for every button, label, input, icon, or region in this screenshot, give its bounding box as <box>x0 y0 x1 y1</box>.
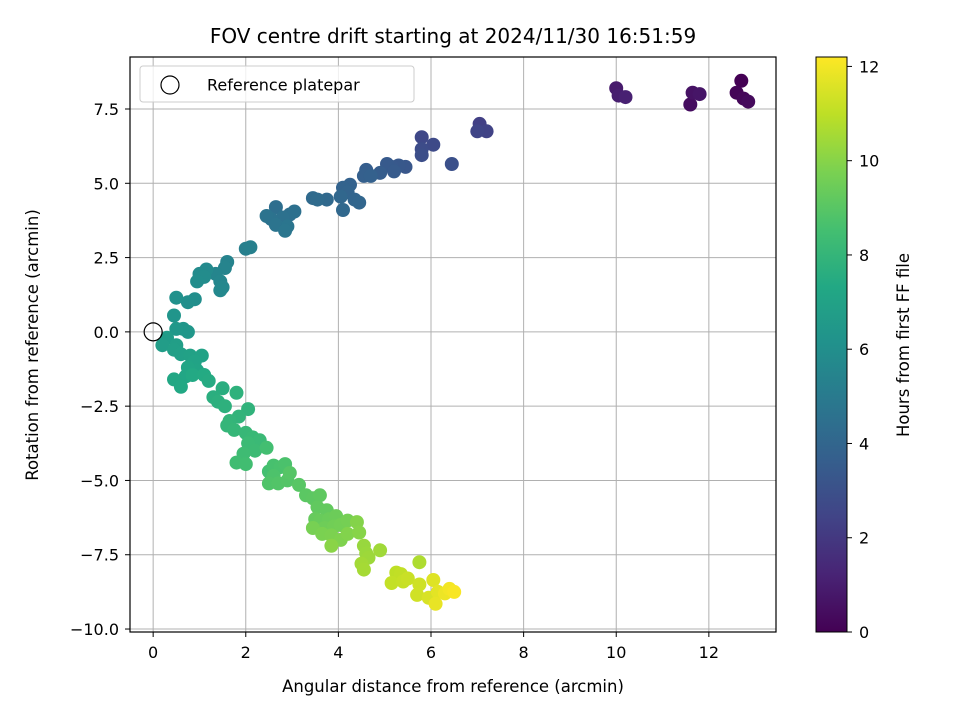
data-point <box>447 584 462 599</box>
data-point <box>217 399 232 414</box>
data-point <box>167 308 181 323</box>
data-point <box>683 97 698 112</box>
legend-entry-reference-platepar: Reference platepar <box>207 76 360 95</box>
y-tick-label: −2.5 <box>80 397 119 416</box>
y-tick-label: 2.5 <box>94 249 119 268</box>
data-point <box>287 204 302 219</box>
data-point <box>352 195 367 210</box>
x-tick-label: 2 <box>241 643 251 662</box>
data-point <box>618 90 633 105</box>
x-axis-label: Angular distance from reference (arcmin) <box>282 677 624 696</box>
data-point <box>278 223 293 238</box>
y-tick-label: 0.0 <box>94 323 119 342</box>
data-point <box>190 274 205 289</box>
data-points <box>155 73 756 611</box>
data-point <box>333 189 348 204</box>
data-point <box>426 573 441 587</box>
data-point <box>185 368 200 382</box>
data-point <box>428 596 443 611</box>
data-point <box>352 525 367 540</box>
data-point <box>259 209 274 223</box>
grid-lines <box>130 57 776 632</box>
data-point <box>215 381 230 396</box>
reference-point <box>143 322 163 342</box>
data-point <box>201 373 216 388</box>
data-point <box>229 385 244 400</box>
reference-marker <box>143 322 163 342</box>
data-point <box>268 200 283 215</box>
data-point <box>470 124 485 139</box>
colorbar: 0 2 4 6 8 10 12 Hours from first FF file <box>815 56 913 642</box>
data-point <box>324 538 339 553</box>
x-tick-label: 10 <box>606 643 626 662</box>
chart-title: FOV centre drift starting at 2024/11/30 … <box>210 24 696 48</box>
colorbar-bar <box>815 56 848 633</box>
y-tick-label: −5.0 <box>80 471 119 490</box>
data-point <box>292 477 306 492</box>
data-point <box>384 576 399 590</box>
y-tick-label: 7.5 <box>94 100 119 119</box>
data-point <box>363 168 378 183</box>
data-point <box>349 515 364 530</box>
data-point <box>356 562 371 577</box>
data-point <box>414 130 429 145</box>
data-point <box>414 148 429 163</box>
data-point <box>400 571 415 586</box>
colorbar-ticks: 0 2 4 6 8 10 12 <box>847 57 879 642</box>
x-tick-label: 12 <box>699 643 719 662</box>
colorbar-tick-label: 8 <box>859 246 869 265</box>
data-point <box>734 73 749 88</box>
data-point <box>155 338 170 353</box>
data-point <box>248 443 262 458</box>
colorbar-tick-label: 2 <box>859 529 869 548</box>
legend: Reference platepar <box>139 65 415 103</box>
colorbar-label: Hours from first FF file <box>894 253 913 437</box>
data-point <box>312 488 327 503</box>
x-tick-label: 0 <box>148 643 158 662</box>
colorbar-tick-label: 6 <box>859 340 869 359</box>
data-point <box>410 587 425 602</box>
data-point <box>412 555 427 570</box>
data-point <box>241 402 256 417</box>
data-point <box>169 290 184 305</box>
data-point <box>238 457 253 472</box>
y-axis-ticks: −10.0 −7.5 −5.0 −2.5 0.0 2.5 5.0 7.5 <box>70 100 130 639</box>
data-point <box>373 543 388 558</box>
data-point <box>259 440 274 455</box>
y-tick-label: −10.0 <box>70 620 119 639</box>
x-axis-ticks: 0 2 4 6 8 10 12 <box>148 632 719 662</box>
data-point <box>180 324 195 339</box>
colorbar-tick-label: 10 <box>859 152 879 171</box>
x-tick-label: 6 <box>426 643 436 662</box>
data-point <box>282 466 297 480</box>
data-point <box>387 164 401 179</box>
y-tick-label: −7.5 <box>80 546 119 565</box>
legend-box <box>139 65 415 103</box>
plot-frame <box>129 56 777 633</box>
data-point <box>213 283 228 298</box>
data-point <box>741 94 756 109</box>
x-tick-label: 4 <box>333 643 343 662</box>
colorbar-tick-label: 0 <box>859 623 869 642</box>
data-point <box>412 577 427 592</box>
legend-marker <box>160 75 180 95</box>
y-tick-label: 5.0 <box>94 174 119 193</box>
colorbar-tick-label: 12 <box>859 57 879 76</box>
data-point <box>243 240 258 255</box>
y-axis-label: Rotation from reference (arcmin) <box>23 209 42 481</box>
colorbar-tick-label: 4 <box>859 434 869 453</box>
data-point <box>173 379 188 394</box>
data-point <box>227 422 242 437</box>
data-point <box>180 295 195 310</box>
data-point <box>444 157 459 171</box>
data-point <box>310 192 325 207</box>
data-point <box>426 137 441 152</box>
data-point <box>340 526 355 541</box>
data-point <box>169 321 184 336</box>
data-point <box>692 87 707 102</box>
x-tick-label: 8 <box>519 643 529 662</box>
data-point <box>336 203 350 217</box>
